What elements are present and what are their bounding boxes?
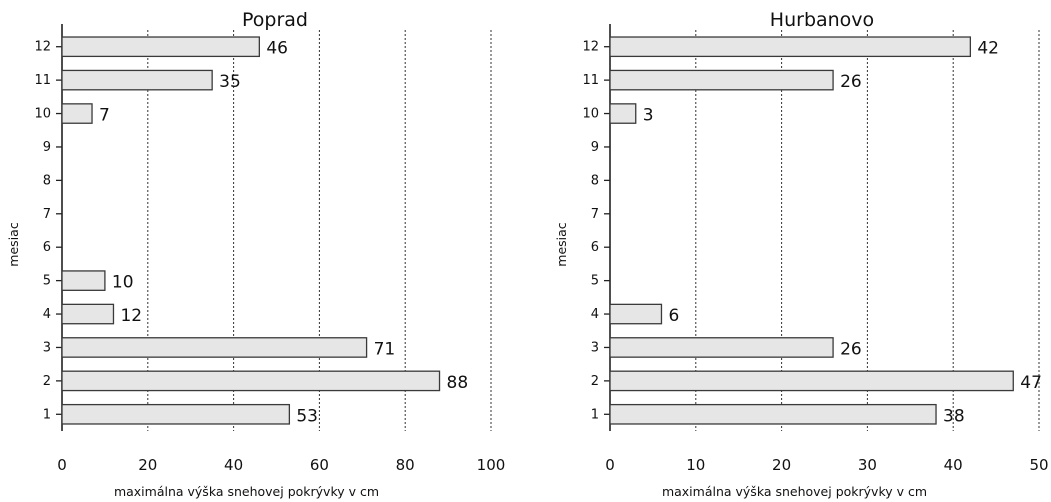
- y-tick-label: 8: [43, 173, 51, 188]
- y-tick-label: 3: [43, 340, 51, 355]
- bar-value-label: 26: [840, 72, 862, 92]
- bar-value-label: 53: [296, 406, 318, 426]
- y-tick-label: 6: [591, 240, 599, 255]
- bar-month-11: [609, 69, 834, 91]
- bar-month-11: [61, 69, 213, 91]
- y-tick-label: 5: [591, 274, 599, 289]
- x-tick-label: 20: [772, 456, 791, 474]
- y-tick-label: 4: [591, 307, 599, 322]
- y-tick-label: 6: [43, 240, 51, 255]
- y-tick-label: 8: [591, 173, 599, 188]
- x-tick-label: 10: [686, 456, 705, 474]
- bar-value-label: 47: [1020, 373, 1042, 393]
- bar-month-4: [61, 303, 115, 325]
- y-tick-label: 2: [591, 374, 599, 389]
- x-tick-label: 50: [1029, 456, 1048, 474]
- y-tick-label: 10: [582, 107, 599, 122]
- bar-month-1: [609, 403, 937, 425]
- x-tick-label: 30: [858, 456, 877, 474]
- x-tick-label: 0: [605, 456, 615, 474]
- bar-month-12: [61, 36, 260, 58]
- bar-month-3: [61, 337, 368, 358]
- bar-value-label: 71: [374, 339, 396, 359]
- y-tick-label: 4: [43, 307, 51, 322]
- y-tick-label: 7: [591, 207, 599, 222]
- y-axis-label: mesiac: [554, 222, 569, 267]
- bar-value-label: 88: [447, 373, 469, 393]
- x-tick-label: 80: [396, 456, 415, 474]
- y-tick-label: 9: [43, 140, 51, 155]
- bar-month-3: [609, 337, 834, 358]
- y-tick-label: 3: [591, 340, 599, 355]
- y-tick-label: 1: [43, 407, 51, 422]
- y-tick-label: 1: [591, 407, 599, 422]
- bar-month-2: [61, 370, 441, 392]
- y-tick-label: 7: [43, 207, 51, 222]
- y-tick-label: 12: [34, 40, 51, 55]
- bar-month-10: [609, 103, 637, 124]
- bar-value-label: 6: [668, 306, 679, 326]
- bar-value-label: 35: [219, 72, 241, 92]
- y-tick-label: 9: [591, 140, 599, 155]
- bar-month-2: [609, 370, 1014, 392]
- bar-value-label: 26: [840, 339, 862, 359]
- x-tick-label: 20: [138, 456, 157, 474]
- x-axis-label: maximálna výška snehovej pokrývky v cm: [662, 484, 927, 499]
- x-tick-label: 40: [224, 456, 243, 474]
- y-tick-label: 11: [582, 73, 599, 88]
- x-axis-label: maximálna výška snehovej pokrývky v cm: [114, 484, 379, 499]
- bar-value-label: 46: [266, 39, 288, 59]
- bar-value-label: 42: [977, 39, 999, 59]
- x-tick-label: 60: [310, 456, 329, 474]
- x-tick-label: 0: [57, 456, 67, 474]
- x-tick-label: 40: [944, 456, 963, 474]
- bar-month-5: [61, 270, 106, 291]
- bar-month-12: [609, 36, 972, 58]
- bar-month-4: [609, 303, 663, 325]
- bar-value-label: 12: [120, 306, 142, 326]
- y-tick-label: 10: [34, 107, 51, 122]
- bar-value-label: 7: [99, 106, 110, 126]
- bar-month-1: [61, 403, 291, 425]
- y-tick-label: 5: [43, 274, 51, 289]
- y-tick-label: 2: [43, 374, 51, 389]
- x-tick-label: 100: [477, 456, 506, 474]
- bar-value-label: 38: [943, 406, 965, 426]
- y-axis-label: mesiac: [6, 222, 21, 267]
- bar-month-10: [61, 103, 93, 124]
- bar-value-label: 3: [643, 106, 654, 126]
- y-tick-label: 12: [582, 40, 599, 55]
- bar-value-label: 10: [112, 273, 134, 293]
- chart-title: Hurbanovo: [770, 9, 874, 31]
- chart-title: Poprad: [242, 9, 308, 31]
- y-tick-label: 11: [34, 73, 51, 88]
